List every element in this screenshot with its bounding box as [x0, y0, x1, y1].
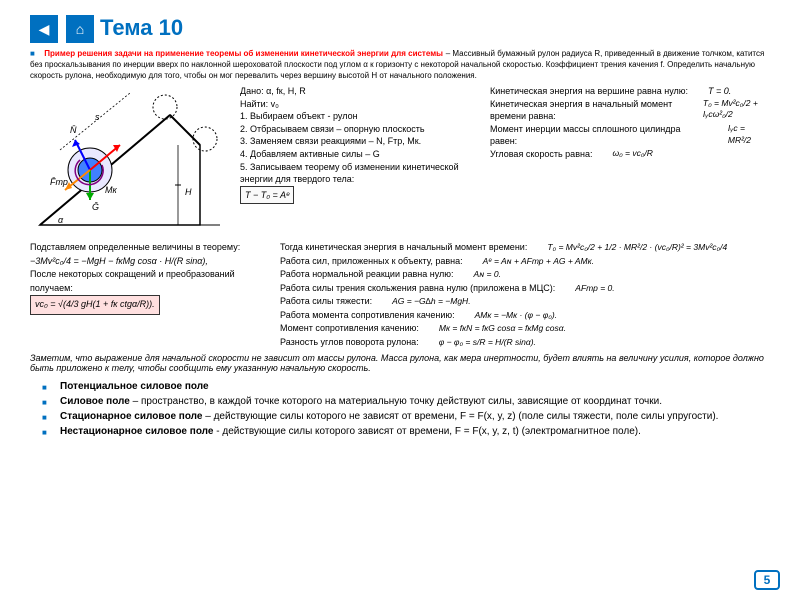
- bullet-3: Стационарное силовое поле – действующие …: [30, 411, 770, 422]
- w1: Работа сил, приложенных к объекту, равна…: [280, 255, 463, 269]
- svg-text:F̄тр: F̄тр: [50, 177, 68, 187]
- bullet-4: Нестационарное силовое поле - действующи…: [30, 426, 770, 437]
- w5: Работа момента сопротивления качению:: [280, 309, 455, 323]
- w2: Работа нормальной реакции равна нулю:: [280, 268, 454, 282]
- physics-diagram: N̄ F̄тр Ḡ Mк α s H: [30, 85, 230, 235]
- r3: Момент инерции массы сплошного цилиндра …: [490, 123, 708, 148]
- w3f: AFтр = 0.: [575, 282, 614, 295]
- r2f: T₀ = Mv²c₀/2 + Iᵧcω²₀/2: [703, 98, 770, 122]
- w5f: AMк = −Mк · (φ − φ₀).: [475, 309, 557, 322]
- calculations: Подставляем определенные величины в теор…: [30, 241, 770, 349]
- svg-text:H: H: [185, 187, 192, 197]
- r3f: Iᵧc = MR²/2: [728, 123, 770, 147]
- f2-result: vc₀ = √(4/3 gH(1 + fк ctgα/R)).: [30, 295, 160, 315]
- step5: 5. Записываем теорему об изменении кинет…: [240, 161, 480, 186]
- find: Найти: v₀: [240, 98, 480, 111]
- formula-main: T − T₀ = Aᵉ: [240, 186, 294, 205]
- t3: Тогда кинетическая энергия в начальный м…: [280, 241, 527, 255]
- svg-text:α: α: [58, 215, 64, 225]
- step3: 3. Заменяем связи реакциями – N, Fтр, Mк…: [240, 135, 480, 148]
- w4: Работа силы тяжести:: [280, 295, 372, 309]
- step1: 1. Выбираем объект - рулон: [240, 110, 480, 123]
- w7f: φ − φ₀ = s/R = H/(R sinα).: [439, 336, 536, 349]
- t2: После некоторых сокращений и преобразова…: [30, 268, 260, 295]
- svg-text:N̄: N̄: [70, 125, 77, 135]
- t1: Подставляем определенные величины в теор…: [30, 241, 260, 255]
- w4f: AG = −G∆h = −MgH.: [392, 295, 470, 308]
- dano: Дано: α, fк, H, R: [240, 85, 480, 98]
- w6f: Mк = fкN = fкG cosα = fкMg cosα.: [439, 322, 566, 335]
- intro-text: ■ Пример решения задачи на применение те…: [30, 48, 770, 81]
- back-button[interactable]: ◀: [30, 15, 58, 43]
- steps-column: Дано: α, fк, H, R Найти: v₀ 1. Выбираем …: [240, 85, 480, 235]
- w1f: Aᵉ = Aɴ + AFтр + AG + AMк.: [483, 255, 594, 268]
- step4: 4. Добавляем активные силы – G: [240, 148, 480, 161]
- svg-text:s: s: [95, 112, 100, 122]
- w3: Работа силы трения скольжения равна нулю…: [280, 282, 555, 296]
- step2: 2. Отбрасываем связи – опорную плоскость: [240, 123, 480, 136]
- r4f: ω₀ = vc₀/R: [612, 148, 652, 160]
- r1: Кинетическая энергия на вершине равна ну…: [490, 85, 688, 98]
- page-title: Тема 10: [100, 15, 183, 41]
- page-number: 5: [754, 570, 780, 590]
- f1: −3Mv²c₀/4 = −MgH − fкMg cosα · H/(R sinα…: [30, 255, 260, 269]
- w7: Разность углов поворота рулона:: [280, 336, 419, 350]
- w2f: Aɴ = 0.: [474, 268, 501, 281]
- note-text: Заметим, что выражение для начальной ско…: [30, 353, 770, 373]
- r2: Кинетическая энергия в начальный момент …: [490, 98, 683, 123]
- bullet-1: Потенциальное силовое поле: [30, 381, 770, 392]
- r1f: T = 0.: [708, 85, 731, 98]
- w6: Момент сопротивления качению:: [280, 322, 419, 336]
- bullet-2: Силовое поле – пространство, в каждой то…: [30, 396, 770, 407]
- bullets-list: Потенциальное силовое поле Силовое поле …: [30, 381, 770, 437]
- svg-text:Mк: Mк: [105, 185, 117, 195]
- energy-column: Кинетическая энергия на вершине равна ну…: [490, 85, 770, 235]
- intro-red: Пример решения задачи на применение теор…: [44, 49, 443, 58]
- f3: T₀ = Mv²c₀/2 + 1/2 · MR²/2 · (vc₀/R)² = …: [547, 241, 727, 254]
- r4: Угловая скорость равна:: [490, 148, 592, 161]
- home-button[interactable]: ⌂: [66, 15, 94, 43]
- svg-text:Ḡ: Ḡ: [92, 202, 99, 212]
